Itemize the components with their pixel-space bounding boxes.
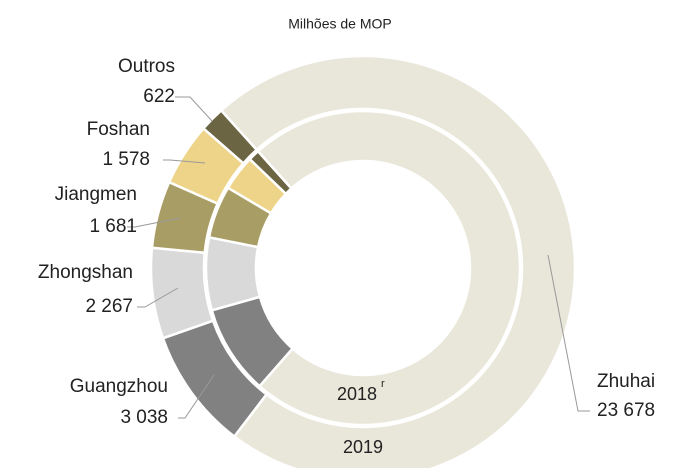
- leader-line: [163, 159, 206, 164]
- inner-ring-label: 2018: [337, 384, 377, 404]
- category-label: Jiangmen: [55, 184, 137, 205]
- leader-line: [175, 96, 213, 122]
- category-label: Zhongshan: [38, 262, 133, 283]
- leader-line: [547, 254, 590, 412]
- inner-ring-note: r: [381, 378, 385, 390]
- leader-line: [127, 217, 181, 228]
- category-label: Guangzhou: [70, 376, 168, 397]
- slice: [219, 54, 577, 468]
- value-label: 3 038: [120, 407, 168, 428]
- category-label: Zhuhai: [597, 371, 655, 392]
- leader-line: [137, 287, 179, 308]
- value-label: 1 578: [102, 149, 150, 170]
- outer-ring-label: 2019: [343, 437, 383, 457]
- slice: [256, 109, 522, 427]
- value-label: 23 678: [597, 400, 655, 421]
- chart-subtitle: Milhões de MOP: [288, 16, 391, 32]
- category-label: Outros: [118, 56, 175, 77]
- value-label: 1 681: [89, 216, 137, 237]
- labels: Zhuhai 23 678 Guangzhou 3 038 Zhongshan 2 267…: [38, 56, 655, 428]
- slice: [248, 149, 294, 196]
- slice: [201, 108, 259, 166]
- category-label: Foshan: [87, 119, 150, 140]
- slice: [149, 246, 215, 340]
- leader-line: [178, 374, 215, 419]
- value-label: 2 267: [85, 296, 133, 317]
- slices: [149, 54, 577, 468]
- value-label: 622: [143, 86, 175, 107]
- slice: [204, 235, 262, 312]
